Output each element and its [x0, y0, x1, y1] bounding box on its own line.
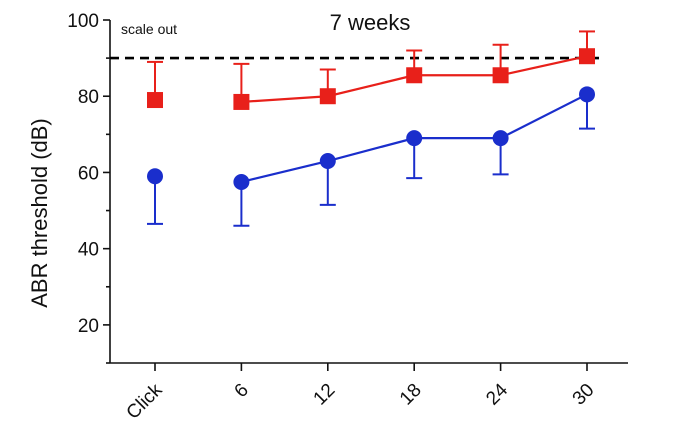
data-point-square [147, 92, 163, 109]
y-tick-label: 40 [78, 240, 99, 261]
data-point-circle [147, 168, 163, 185]
data-point-circle [319, 153, 336, 170]
series-1 [147, 86, 595, 227]
x-tick-label: 12 [310, 380, 340, 410]
y-tick-label: 20 [78, 316, 99, 337]
data-point-square [319, 88, 336, 105]
x-tick-label: Click [123, 379, 167, 423]
y-axis-label: ABR threshold (dB) [27, 118, 52, 308]
data-point-square [233, 93, 250, 110]
data-point-circle [233, 173, 250, 190]
data-point-square [406, 67, 423, 84]
axes: 20 40 60 80 100 Click 6 12 18 24 30 [67, 11, 628, 424]
series-group [147, 30, 595, 227]
y-tick-label: 80 [78, 87, 99, 108]
data-point-circle [492, 130, 509, 147]
chart-title: 7 weeks [330, 10, 411, 35]
data-point-circle [579, 86, 595, 103]
data-point-square [579, 48, 595, 65]
scale-out-reference: scale out [110, 21, 600, 60]
series-0 [147, 30, 595, 110]
x-tick-label: 18 [396, 380, 426, 410]
x-tick-label: 24 [482, 379, 512, 409]
y-tick-label: 100 [67, 11, 99, 32]
y-tick-label: 60 [78, 163, 99, 184]
data-point-circle [406, 130, 423, 147]
data-point-square [492, 67, 509, 84]
x-tick-label: 30 [569, 380, 599, 410]
scale-out-label: scale out [121, 21, 177, 37]
x-tick-label: 6 [231, 380, 253, 402]
